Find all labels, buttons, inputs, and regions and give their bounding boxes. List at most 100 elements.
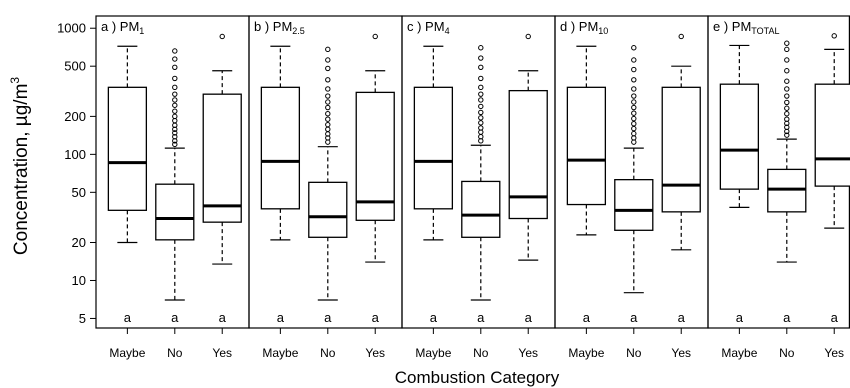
y-axis-label-superscript: 3 xyxy=(8,77,22,84)
iqr-box xyxy=(260,86,301,210)
significance-letter: a xyxy=(124,310,132,325)
outlier-point xyxy=(325,116,331,122)
outlier-point xyxy=(172,56,178,62)
iqr-box xyxy=(719,83,760,190)
outlier-point xyxy=(478,125,484,131)
outlier-point xyxy=(525,33,531,40)
x-axis-label: Combustion Category xyxy=(395,368,560,387)
significance-letter: a xyxy=(678,310,686,325)
iqr-box xyxy=(508,89,548,220)
outlier-point xyxy=(478,103,484,110)
outlier-point xyxy=(631,120,637,127)
significance-letter: a xyxy=(736,310,744,325)
outlier-point xyxy=(478,115,484,121)
box-no: a No xyxy=(767,40,807,360)
outlier-point xyxy=(478,97,484,103)
significance-letter: a xyxy=(783,310,791,325)
box-yes: a Yes xyxy=(355,33,395,360)
outlier-point xyxy=(478,45,484,51)
significance-letter: a xyxy=(630,310,638,325)
x-tick-label: No xyxy=(473,346,489,360)
outlier-point xyxy=(172,102,178,108)
outlier-point xyxy=(325,77,331,83)
box-no: a No xyxy=(308,46,348,360)
outlier-point xyxy=(784,46,790,53)
x-tick-label: Yes xyxy=(671,346,691,360)
outlier-point xyxy=(325,57,331,63)
outlier-point xyxy=(325,126,331,132)
panel-title: e ) PMTOTAL xyxy=(713,19,779,36)
box-maybe: a Maybe xyxy=(260,45,301,360)
x-tick-label: Maybe xyxy=(568,346,604,360)
y-tick-label: 5 xyxy=(79,311,86,326)
outlier-point xyxy=(478,55,484,61)
iqr-box xyxy=(155,183,195,241)
box-maybe: a Maybe xyxy=(566,45,607,360)
outlier-point xyxy=(784,68,790,74)
y-tick-label: 10 xyxy=(72,273,86,288)
box-yes: a Yes xyxy=(202,33,242,360)
box-no: a No xyxy=(155,48,195,360)
iqr-box xyxy=(814,83,850,187)
outlier-point xyxy=(631,125,637,132)
significance-letter: a xyxy=(277,310,285,325)
x-tick-label: Maybe xyxy=(721,346,757,360)
significance-letter: a xyxy=(430,310,438,325)
y-tick-label: 500 xyxy=(64,59,86,74)
outlier-point xyxy=(784,78,790,84)
x-tick-label: Maybe xyxy=(109,346,145,360)
significance-letter: a xyxy=(219,310,227,325)
y-tick-label: 200 xyxy=(64,109,86,124)
x-tick-label: No xyxy=(626,346,642,360)
panel-title: a ) PM1 xyxy=(101,19,144,36)
iqr-box xyxy=(355,91,395,221)
y-axis-label-text: Concentration, µg/m xyxy=(11,84,32,255)
significance-letter: a xyxy=(831,310,839,325)
outlier-point xyxy=(325,93,331,99)
x-tick-label: Maybe xyxy=(415,346,451,360)
outlier-point xyxy=(631,115,637,122)
outlier-point xyxy=(784,40,790,46)
outlier-point xyxy=(631,93,637,99)
y-axis: 5 10 20 50 100 200 500 1000 xyxy=(57,21,96,326)
outlier-point xyxy=(172,84,178,91)
outlier-point xyxy=(372,33,378,40)
outlier-point xyxy=(325,104,331,111)
outlier-point xyxy=(784,111,790,117)
box-yes: a Yes xyxy=(661,33,701,360)
iqr-box xyxy=(461,180,501,238)
outlier-point xyxy=(784,86,790,92)
outlier-point xyxy=(631,45,637,51)
outlier-point xyxy=(325,121,331,128)
outlier-point xyxy=(172,97,178,103)
box-maybe: a Maybe xyxy=(107,45,148,360)
outlier-point xyxy=(325,65,331,72)
x-tick-label: Yes xyxy=(365,346,385,360)
outlier-point xyxy=(784,105,790,111)
outlier-point xyxy=(631,57,637,63)
outlier-point xyxy=(784,116,790,122)
outlier-point xyxy=(784,57,790,63)
outlier-point xyxy=(831,33,837,39)
outlier-point xyxy=(631,77,637,83)
outlier-point xyxy=(631,110,637,116)
box-yes: a Yes xyxy=(508,33,548,360)
y-tick-label: 20 xyxy=(72,235,86,250)
panel: c ) PM4 a Maybe a No a Yes xyxy=(401,15,556,360)
outlier-point xyxy=(631,99,637,105)
outlier-point xyxy=(784,99,790,106)
significance-letter: a xyxy=(372,310,380,325)
iqr-box xyxy=(308,181,348,238)
x-tick-label: No xyxy=(320,346,336,360)
y-tick-label: 50 xyxy=(72,185,86,200)
significance-letter: a xyxy=(171,310,179,325)
outlier-point xyxy=(325,111,331,117)
outlier-point xyxy=(631,130,637,137)
x-tick-label: Yes xyxy=(824,346,844,360)
panel: d ) PM10 a Maybe a No a Yes xyxy=(554,15,709,360)
outlier-point xyxy=(172,141,178,148)
outlier-point xyxy=(172,48,178,54)
outlier-point xyxy=(478,84,484,91)
panel-title: b ) PM2.5 xyxy=(254,19,305,36)
